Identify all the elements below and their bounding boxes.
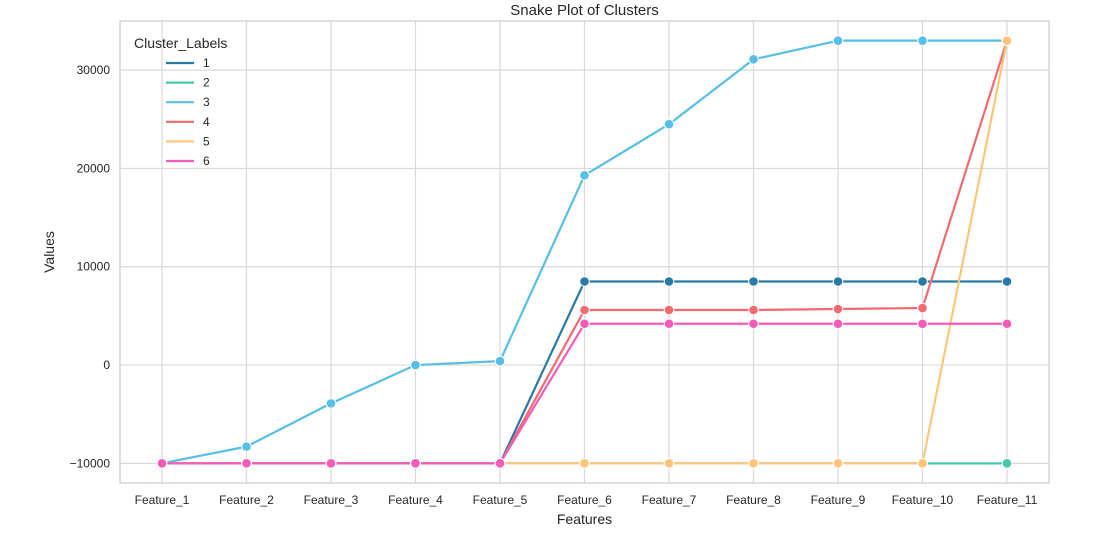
point-series-1 xyxy=(663,276,675,287)
point-series-4 xyxy=(832,303,844,315)
point-series-3 xyxy=(241,441,252,452)
legend-label-3: 3 xyxy=(203,95,210,109)
point-series-1 xyxy=(1001,276,1013,287)
x-tick-label: Feature_5 xyxy=(473,493,528,507)
point-series-1 xyxy=(579,276,590,287)
point-series-3 xyxy=(325,398,337,409)
legend-label-5: 5 xyxy=(203,134,210,148)
point-series-3 xyxy=(494,355,506,367)
x-tick-labels: Feature_1 Feature_2 Feature_3 Feature_4 Feat… xyxy=(135,493,1038,507)
legend-label-4: 4 xyxy=(203,115,210,129)
point-series-6 xyxy=(410,458,421,469)
point-series-3 xyxy=(917,35,928,46)
legend-label-1: 1 xyxy=(203,56,210,70)
point-series-6 xyxy=(156,458,168,469)
x-tick-label: Feature_9 xyxy=(811,493,866,507)
legend-label-2: 2 xyxy=(203,76,210,90)
point-series-1 xyxy=(748,276,759,287)
point-series-6 xyxy=(579,318,590,330)
grid-lines xyxy=(120,21,1049,483)
point-series-1 xyxy=(832,276,844,287)
point-series-4 xyxy=(579,304,590,316)
point-series-5 xyxy=(1001,35,1013,46)
point-series-5 xyxy=(832,458,844,469)
point-series-4 xyxy=(917,302,928,314)
x-tick-label: Feature_1 xyxy=(135,493,190,507)
x-tick-label: Feature_3 xyxy=(304,493,359,507)
point-series-2 xyxy=(1001,458,1013,469)
point-series-5 xyxy=(748,458,759,469)
point-series-5 xyxy=(663,458,675,469)
y-tick-label: 20000 xyxy=(77,161,111,175)
legend-label-6: 6 xyxy=(203,154,210,168)
x-axis-label: Features xyxy=(557,511,612,527)
point-series-4 xyxy=(663,304,675,316)
point-series-5 xyxy=(917,458,928,469)
y-tick-label: 10000 xyxy=(77,260,111,274)
point-series-4 xyxy=(748,304,759,316)
legend: Cluster_Labels 1 2 3 4 5 6 xyxy=(134,35,227,168)
y-tick-label: 0 xyxy=(103,358,110,372)
point-series-3 xyxy=(410,359,421,371)
point-series-3 xyxy=(748,54,759,65)
point-series-3 xyxy=(663,118,675,130)
x-tick-label: Feature_4 xyxy=(388,493,443,507)
y-tick-label: −10000 xyxy=(70,456,111,470)
point-series-6 xyxy=(748,318,759,330)
point-series-6 xyxy=(241,458,252,469)
chart-title: Snake Plot of Clusters xyxy=(510,2,658,19)
point-series-6 xyxy=(917,318,928,330)
legend-title: Cluster_Labels xyxy=(134,35,227,51)
point-series-3 xyxy=(579,170,590,181)
point-series-6 xyxy=(832,318,844,330)
x-tick-label: Feature_10 xyxy=(892,493,954,507)
y-tick-label: 30000 xyxy=(77,63,111,77)
y-axis-label: Values xyxy=(41,231,57,273)
point-series-6 xyxy=(494,458,506,469)
x-tick-label: Feature_11 xyxy=(977,493,1038,507)
point-series-1 xyxy=(917,276,928,287)
x-tick-label: Feature_7 xyxy=(642,493,697,507)
point-series-6 xyxy=(1001,318,1013,330)
y-tick-labels: −10000 0 10000 20000 30000 xyxy=(70,63,111,470)
point-series-6 xyxy=(663,318,675,330)
point-series-6 xyxy=(325,458,337,469)
x-tick-label: Feature_8 xyxy=(726,493,781,507)
series-points xyxy=(156,35,1013,469)
x-tick-label: Feature_2 xyxy=(219,493,274,507)
point-series-3 xyxy=(832,35,844,46)
x-tick-label: Feature_6 xyxy=(557,493,612,507)
point-series-5 xyxy=(579,458,590,469)
